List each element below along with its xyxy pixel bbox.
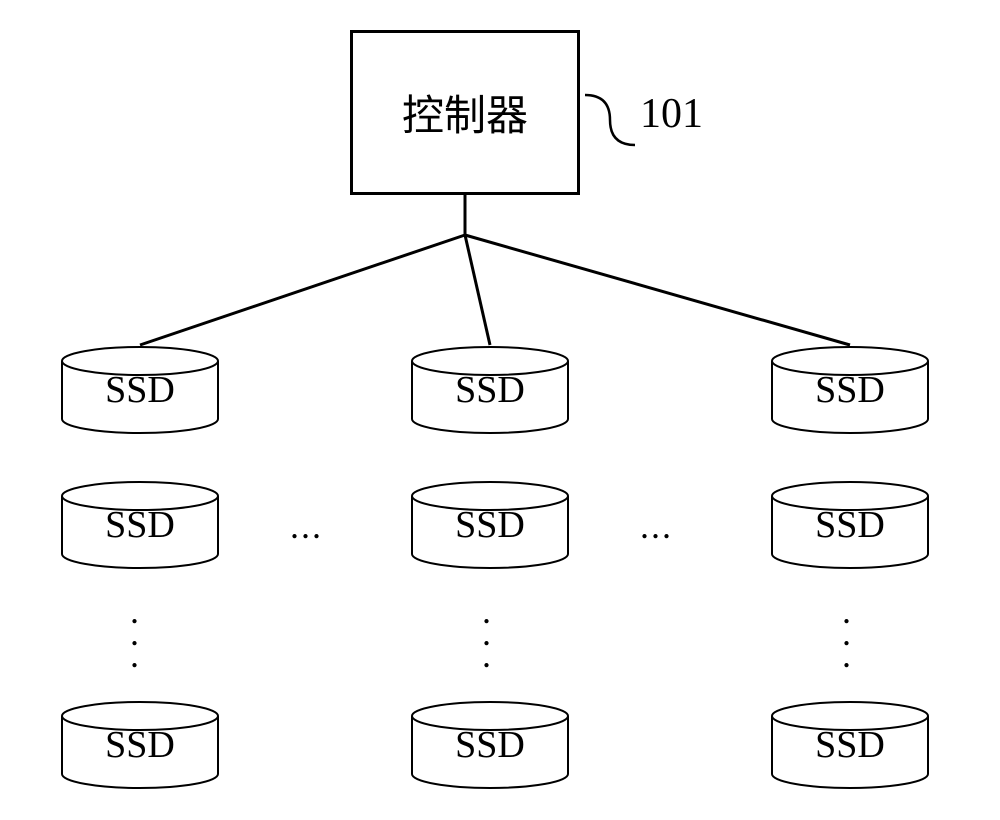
ssd-node: SSD xyxy=(60,700,220,790)
reference-number: 101 xyxy=(640,90,703,138)
vertical-ellipsis-dot: . xyxy=(130,634,139,676)
ssd-node: SSD xyxy=(410,700,570,790)
vertical-ellipsis-dot: . xyxy=(842,634,851,676)
diagram-container: 控制器 101 SSD SSD SSD SSD SSD SSD xyxy=(0,0,1000,820)
ssd-node: SSD xyxy=(410,480,570,570)
ssd-node: SSD xyxy=(770,345,930,435)
controller-box: 控制器 xyxy=(350,30,580,195)
ssd-label: SSD xyxy=(815,368,885,412)
ssd-label: SSD xyxy=(455,503,525,547)
controller-label: 控制器 xyxy=(402,82,528,143)
ssd-node: SSD xyxy=(60,345,220,435)
ssd-label: SSD xyxy=(105,503,175,547)
ssd-label: SSD xyxy=(105,723,175,767)
horizontal-ellipsis: ... xyxy=(640,505,673,547)
reference-connector-icon xyxy=(580,90,640,150)
ssd-label: SSD xyxy=(815,723,885,767)
ssd-node: SSD xyxy=(60,480,220,570)
vertical-ellipsis-dot: . xyxy=(482,634,491,676)
ssd-node: SSD xyxy=(770,480,930,570)
ssd-node: SSD xyxy=(770,700,930,790)
ssd-label: SSD xyxy=(455,368,525,412)
ssd-label: SSD xyxy=(815,503,885,547)
ssd-label: SSD xyxy=(455,723,525,767)
horizontal-ellipsis: ... xyxy=(290,505,323,547)
ssd-node: SSD xyxy=(410,345,570,435)
ssd-label: SSD xyxy=(105,368,175,412)
